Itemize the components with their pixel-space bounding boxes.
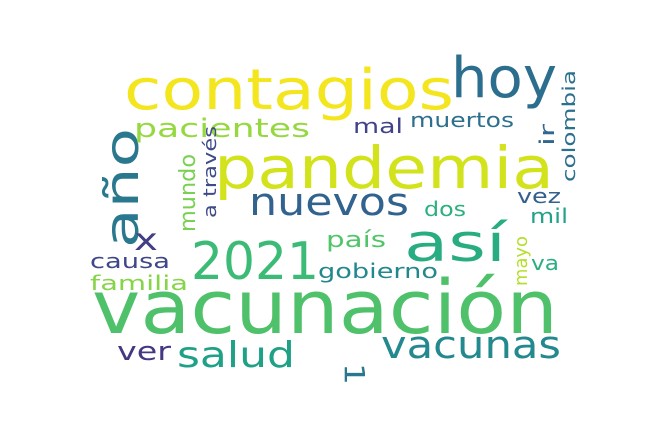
word-pacientes: pacientes [134,114,310,144]
word-dos: dos [424,197,466,221]
word-ver: ver [117,337,171,367]
word-mayo: mayo [511,236,532,286]
word-hoy: hoy [451,46,557,111]
word-vacunacion: vacunación [92,265,558,351]
word-causa: causa [90,249,170,273]
word-muertos: muertos [410,108,514,132]
word-ir: ir [535,123,559,146]
word-colombia: colombia [559,70,580,182]
word-gobierno: gobierno [318,259,438,283]
word-familia: familia [90,271,188,295]
word-contagios: contagios [124,58,454,123]
word-va: va [531,251,559,275]
word-1: 1 [338,363,371,385]
word-mil: mil [530,204,568,228]
word-mal: mal [353,114,403,138]
word-salud: salud [177,335,295,376]
word-a-traves: a través [200,126,221,218]
word-asi: así [404,214,508,274]
word-mundo: mundo [176,154,201,232]
word-vez: vez [517,184,561,208]
word-ano: año [95,128,149,248]
word-x: x [134,223,158,258]
word-pais: país [326,228,386,253]
word-vacunas: vacunas [381,323,561,367]
word-nuevos: nuevos [249,180,409,224]
word-pandemia: pandemia [214,134,554,202]
word-2021: 2021 [191,232,319,292]
